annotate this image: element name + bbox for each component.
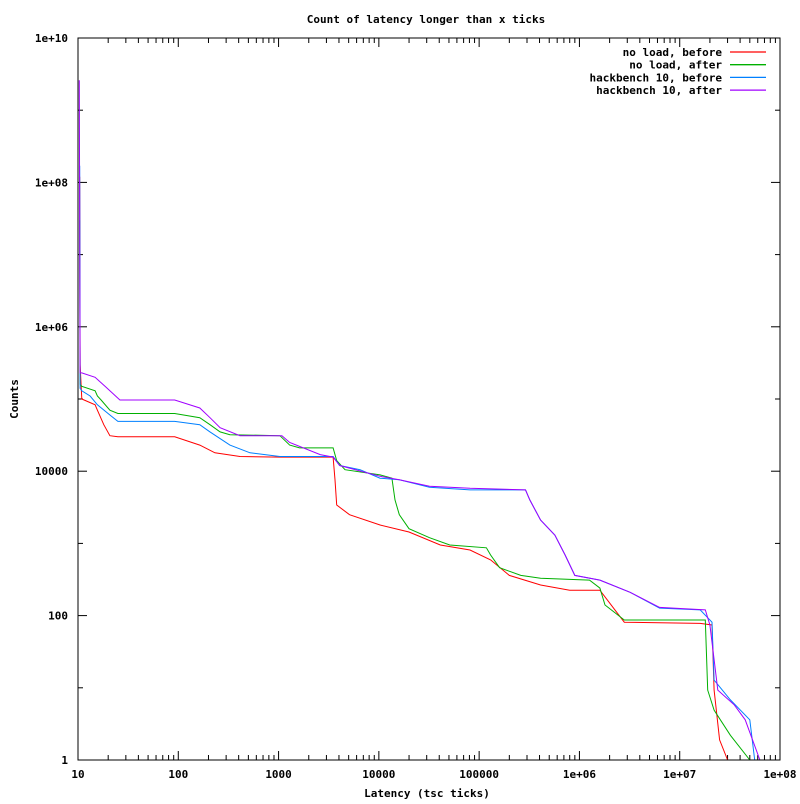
y-axis-label: Counts [8, 379, 21, 419]
x-axis-label: Latency (tsc ticks) [364, 787, 490, 800]
x-tick-label: 10000 [362, 768, 395, 781]
x-tick-label: 1e+07 [663, 768, 696, 781]
axis-ticks: 10 100 1000 10000 100000 1e+06 1e+07 1e+08 1 100 1… [35, 32, 797, 781]
series-lines [78, 80, 761, 761]
y-tick-label: 100 [48, 610, 68, 623]
y-tick-label: 10000 [35, 465, 68, 478]
x-tick-label: 1e+06 [563, 768, 596, 781]
legend-label: no load, after [629, 59, 722, 72]
y-tick-label: 1e+08 [35, 176, 68, 189]
y-tick-label: 1e+10 [35, 32, 68, 45]
x-tick-label: 100 [168, 768, 188, 781]
legend-label: hackbench 10, after [596, 84, 722, 97]
y-tick-label: 1 [61, 754, 68, 767]
x-tick-label: 1e+08 [763, 768, 796, 781]
legend-label: hackbench 10, before [590, 71, 723, 84]
plot-border [77, 37, 781, 761]
x-tick-label: 100000 [459, 768, 499, 781]
legend-label: no load, before [623, 46, 723, 59]
y-tick-label: 1e+06 [35, 321, 68, 334]
series-line-3 [78, 80, 761, 761]
series-line-1 [79, 220, 751, 761]
x-tick-label: 10 [71, 768, 84, 781]
x-tick-label: 1000 [265, 768, 292, 781]
chart-title: Count of latency longer than x ticks [307, 13, 545, 26]
